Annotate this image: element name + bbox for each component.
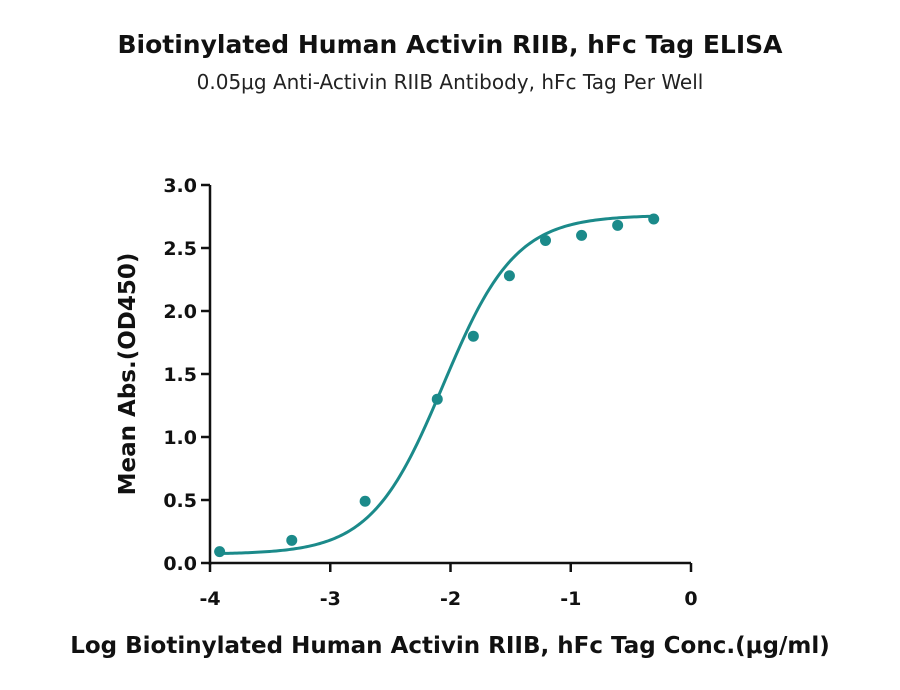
x-axis-label: Log Biotinylated Human Activin RIIB, hFc… (70, 633, 830, 659)
data-point (612, 219, 624, 231)
data-point (503, 270, 515, 282)
x-tick-label: -4 (199, 588, 220, 610)
y-tick-label: 1.5 (163, 364, 197, 386)
x-tick-label: 0 (684, 588, 697, 610)
x-tick-label: -1 (560, 588, 581, 610)
fit-curve-layer (219, 214, 654, 555)
data-point (286, 534, 298, 546)
y-tick-label: 0.0 (163, 553, 197, 575)
fit-curve (219, 214, 654, 555)
data-point (431, 393, 443, 405)
y-axis-label: Mean Abs.(OD450) (115, 253, 141, 496)
data-point (539, 234, 551, 246)
data-point (648, 213, 660, 225)
data-point (214, 546, 226, 558)
chart-subtitle: 0.05μg Anti-Activin RIIB Antibody, hFc T… (196, 70, 704, 94)
y-tick-label: 0.5 (163, 490, 197, 512)
y-tick-label: 1.0 (163, 427, 197, 449)
x-tick-label: -2 (440, 588, 461, 610)
data-point (467, 330, 479, 342)
y-tick-label: 2.0 (163, 301, 197, 323)
data-point (359, 495, 371, 507)
data-point (576, 229, 588, 241)
axes: 0.0 0.5 1.0 1.5 2.0 2.5 3.0 -4 -3 -2 -1 0 (163, 175, 697, 610)
y-tick-label: 2.5 (163, 238, 197, 260)
data-points-layer (214, 213, 660, 558)
y-tick-label: 3.0 (163, 175, 197, 197)
x-tick-label: -3 (320, 588, 341, 610)
chart-title: Biotinylated Human Activin RIIB, hFc Tag… (117, 30, 783, 59)
